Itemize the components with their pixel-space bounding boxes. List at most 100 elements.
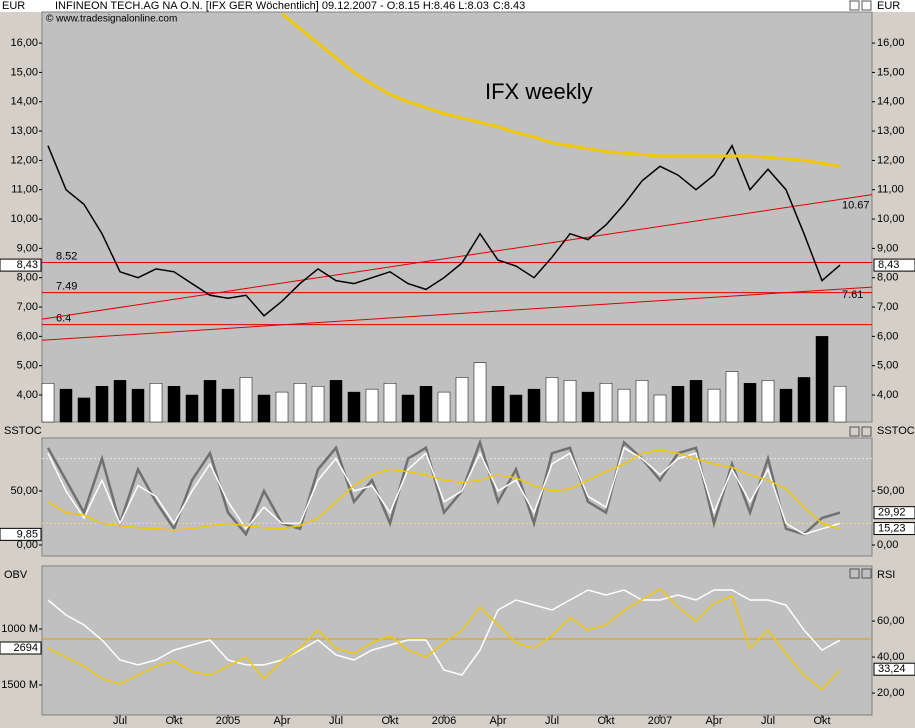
window-button[interactable] xyxy=(861,0,872,11)
x-tick-label: Apr xyxy=(489,715,506,727)
volume-bar xyxy=(401,394,415,423)
volume-bar xyxy=(221,388,235,423)
y-tick-label: 50,00 xyxy=(877,485,905,497)
volume-bar xyxy=(275,391,289,423)
x-tick-label: 2006 xyxy=(432,715,456,727)
volume-bar xyxy=(77,397,91,423)
volume-bar xyxy=(131,388,145,423)
y-tick-label: 1500 M xyxy=(1,679,38,691)
volume-bar xyxy=(95,385,109,423)
value-box xyxy=(0,641,42,655)
trend-label: 10.67 xyxy=(842,199,870,211)
x-tick-label: Okt xyxy=(813,715,830,727)
chart-title: INFINEON TECH.AG NA O.N. [IFX GER Wöchen… xyxy=(55,0,489,12)
y-tick-label: 12,00 xyxy=(10,154,38,166)
value-box-label: 2694 xyxy=(14,642,38,654)
volume-bar xyxy=(653,394,667,423)
x-tick-label: Jul xyxy=(545,715,559,727)
y-tick-label: 7,00 xyxy=(17,301,38,313)
panel-label: OBV xyxy=(4,569,28,581)
close-value: C:8.43 xyxy=(493,0,525,12)
y-tick-label: 0,00 xyxy=(877,539,898,551)
y2-tick-label: 60,00 xyxy=(877,615,905,627)
y-tick-label: 11,00 xyxy=(877,184,904,196)
volume-bar xyxy=(743,383,757,423)
y-tick-label: 10,00 xyxy=(10,213,38,225)
window-button[interactable] xyxy=(861,568,872,579)
y-tick-label: 10,00 xyxy=(877,213,905,225)
volume-bar xyxy=(257,394,271,423)
volume-bar xyxy=(347,391,361,423)
value-box xyxy=(873,662,915,676)
volume-bar xyxy=(761,380,775,423)
volume-bar xyxy=(671,385,685,423)
panel-label: SSTOC xyxy=(4,425,42,437)
value-box-label: 8,43 xyxy=(17,259,38,271)
level-label: 6.4 xyxy=(56,313,71,325)
volume-bar xyxy=(635,380,649,423)
volume-bar xyxy=(167,385,181,423)
x-tick-label: Apr xyxy=(705,715,722,727)
x-tick-label: Okt xyxy=(165,715,182,727)
value-box xyxy=(0,258,42,272)
x-tick-label: 2005 xyxy=(216,715,240,727)
volume-bar xyxy=(491,385,505,423)
y-tick-label: 0,00 xyxy=(17,539,38,551)
x-tick-label: Okt xyxy=(597,715,614,727)
panel-label: RSI xyxy=(877,569,895,581)
volume-bar xyxy=(581,391,595,423)
y-tick-label: 5,00 xyxy=(17,360,38,372)
x-tick-label: Jul xyxy=(329,715,343,727)
value-box xyxy=(873,522,915,536)
volume-bar xyxy=(293,383,307,423)
series-line xyxy=(47,144,841,317)
panel-label: SSTOC xyxy=(877,425,915,437)
unit-label: EUR xyxy=(877,0,900,12)
volume-bar xyxy=(113,380,127,423)
y-tick-label: 14,00 xyxy=(10,96,38,108)
volume-bar xyxy=(149,383,163,423)
level-label: 8.52 xyxy=(56,250,77,262)
y-tick-label: 7,00 xyxy=(877,301,898,313)
trend-label: 7.61 xyxy=(842,289,863,301)
series-line xyxy=(47,587,841,691)
series-line xyxy=(47,449,841,531)
y-tick-label: 4,00 xyxy=(877,389,898,401)
volume-bar xyxy=(383,383,397,423)
value-box-label: 15,23 xyxy=(878,522,906,534)
volume-bar xyxy=(455,377,469,423)
volume-bar xyxy=(563,380,577,423)
series-line xyxy=(281,12,841,168)
volume-bar xyxy=(419,385,433,423)
volume-bar xyxy=(311,385,325,423)
volume-bar xyxy=(203,380,217,423)
y-tick-label: 16,00 xyxy=(877,37,905,49)
trend-line xyxy=(41,286,873,341)
volume-bar xyxy=(329,380,343,423)
y-tick-label: 50,00 xyxy=(10,485,38,497)
price-panel xyxy=(41,11,873,423)
volume-bar xyxy=(365,388,379,423)
volume-bar xyxy=(239,377,253,423)
volume-bar xyxy=(59,388,73,423)
y-tick-label: 12,00 xyxy=(877,154,905,166)
x-tick-label: 2007 xyxy=(648,715,672,727)
window-button[interactable] xyxy=(849,426,860,437)
y-tick-label: 8,00 xyxy=(877,272,898,284)
x-tick-label: Jul xyxy=(113,715,127,727)
volume-bar xyxy=(797,377,811,423)
y-tick-label: 9,00 xyxy=(17,242,38,254)
window-button[interactable] xyxy=(849,0,860,11)
value-box-label: 8,43 xyxy=(878,259,899,271)
x-tick-label: Okt xyxy=(381,715,398,727)
y-tick-label: 16,00 xyxy=(10,37,38,49)
window-button[interactable] xyxy=(849,568,860,579)
value-box xyxy=(873,506,915,520)
y-tick-label: 8,00 xyxy=(17,272,38,284)
volume-bar xyxy=(545,377,559,423)
copyright: © www.tradesignalonline.com xyxy=(46,14,177,25)
volume-bar xyxy=(437,391,451,423)
volume-bar xyxy=(833,385,847,423)
volume-bar xyxy=(779,388,793,423)
window-button[interactable] xyxy=(861,426,872,437)
